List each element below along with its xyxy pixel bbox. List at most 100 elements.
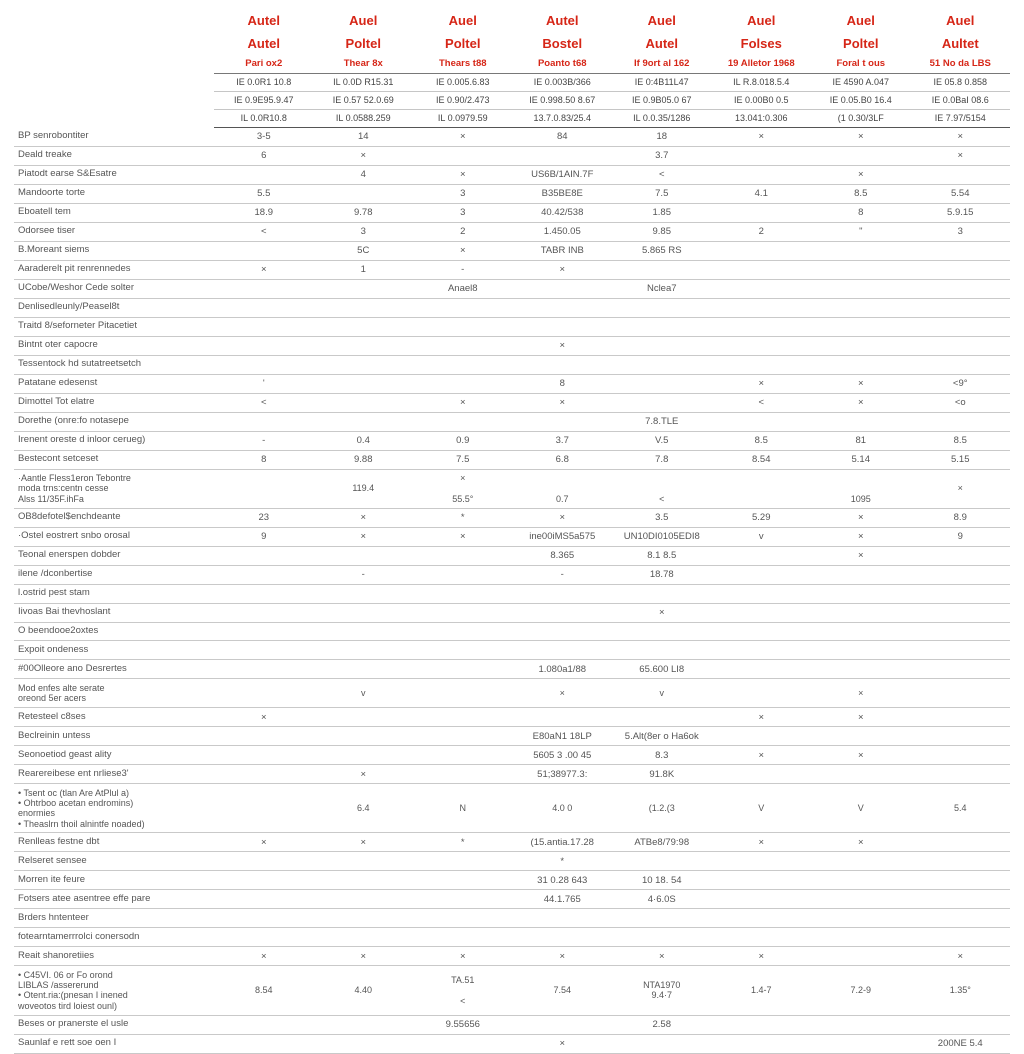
cell: N xyxy=(413,784,513,833)
cell xyxy=(214,871,314,890)
cell: 7.2-9 xyxy=(811,966,911,1015)
row-label: Beses or pranerste el usle xyxy=(14,1015,214,1034)
cell xyxy=(214,317,314,336)
table-row: Tessentock hd sutatreetsetch xyxy=(14,355,1010,374)
cell xyxy=(214,412,314,431)
cell xyxy=(513,909,613,928)
col-header-spec1: IE 0.003B/366 xyxy=(513,73,613,91)
table-header: AutelAuelAuelAutelAuelAuelAuelAuel Autel… xyxy=(14,8,1010,127)
cell xyxy=(712,909,812,928)
cell xyxy=(413,708,513,727)
table-row: fotearntamerrrolci conersodn xyxy=(14,928,1010,947)
table-row: • Tsent oc (tlan Are AtPlul a)• Ohtrboo … xyxy=(14,784,1010,833)
cell xyxy=(214,784,314,833)
cell xyxy=(513,1015,613,1034)
table-row: Reait shanoretiies××××××× xyxy=(14,947,1010,966)
cell: 0.4 xyxy=(314,431,414,450)
cell xyxy=(712,660,812,679)
cell: ×55.5° xyxy=(413,469,513,508)
cell xyxy=(513,298,613,317)
cell xyxy=(612,393,712,412)
cell: TABR INB xyxy=(513,241,613,260)
col-header-spec2: IE 0.00B0 0.5 xyxy=(712,91,812,109)
cell: ine00iMS5a575 xyxy=(513,527,613,546)
cell xyxy=(911,641,1011,660)
cell xyxy=(712,355,812,374)
row-label: Aaraderelt pit renrennedes xyxy=(14,260,214,279)
cell xyxy=(811,412,911,431)
cell: 4.1 xyxy=(712,184,812,203)
col-header-spec3: 13.041:0.306 xyxy=(712,109,812,127)
cell xyxy=(413,928,513,947)
col-header-model: Thears t88 xyxy=(413,54,513,73)
cell xyxy=(811,947,911,966)
cell: × xyxy=(712,708,812,727)
cell: V xyxy=(712,784,812,833)
cell: 14 xyxy=(314,127,414,146)
cell: 8.5 xyxy=(911,431,1011,450)
cell xyxy=(911,279,1011,298)
cell xyxy=(612,374,712,393)
col-header-brand_bot: Aultet xyxy=(911,31,1011,54)
cell: 1 xyxy=(314,260,414,279)
cell xyxy=(413,746,513,765)
cell xyxy=(712,412,812,431)
cell xyxy=(314,641,414,660)
cell xyxy=(811,1015,911,1034)
row-label: Patatane edesenst xyxy=(14,374,214,393)
cell: × xyxy=(911,127,1011,146)
col-header-brand_bot: Autel xyxy=(612,31,712,54)
cell: 91.8K xyxy=(612,765,712,784)
cell: × xyxy=(413,241,513,260)
cell: × xyxy=(314,833,414,852)
col-header-brand_bot: Folses xyxy=(712,31,812,54)
row-label: Tessentock hd sutatreetsetch xyxy=(14,355,214,374)
cell: 200NE 5.4 xyxy=(911,1034,1011,1053)
cell xyxy=(911,890,1011,909)
row-label: Renlleas festne dbt xyxy=(14,833,214,852)
cell: 84 xyxy=(513,127,613,146)
cell xyxy=(911,165,1011,184)
col-header-spec1: IE 0.005.6.83 xyxy=(413,73,513,91)
table-row: O beendooe2oxtes xyxy=(14,622,1010,641)
row-label: Expoit ondeness xyxy=(14,641,214,660)
cell: 0.9 xyxy=(413,431,513,450)
cell xyxy=(314,928,414,947)
col-header-spec3: IL 0.0.35/1286 xyxy=(612,109,712,127)
cell xyxy=(513,603,613,622)
cell: 3.7 xyxy=(513,431,613,450)
row-label: Dimottel Tot elatre xyxy=(14,393,214,412)
table-row: • C45VI. 06 or Fo orondLIBLAS /assererun… xyxy=(14,966,1010,1015)
cell xyxy=(314,708,414,727)
cell xyxy=(612,641,712,660)
table-row: Saunlaf e rett soe oen I×200NE 5.4 xyxy=(14,1034,1010,1053)
table-row: Morren ite feure31 0.28 64310 18. 54 xyxy=(14,871,1010,890)
table-row: Deald treake6×3.7× xyxy=(14,146,1010,165)
col-header-model: If 9ort al 162 xyxy=(612,54,712,73)
cell: < xyxy=(214,222,314,241)
col-header-model: 19 Alletor 1968 xyxy=(712,54,812,73)
cell xyxy=(214,852,314,871)
cell xyxy=(413,603,513,622)
row-label: Bestecont setceset xyxy=(14,450,214,469)
row-label: #00Olleore ano Desrertes xyxy=(14,660,214,679)
table-row: ·Ostel eostrert snbo orosal9××ine00iMS5a… xyxy=(14,527,1010,546)
col-header-brand_top: Auel xyxy=(413,8,513,31)
cell xyxy=(712,622,812,641)
comparison-table: AutelAuelAuelAutelAuelAuelAuelAuel Autel… xyxy=(14,8,1010,1054)
cell: " xyxy=(811,222,911,241)
cell: 18.9 xyxy=(214,203,314,222)
cell xyxy=(612,852,712,871)
cell: 8 xyxy=(513,374,613,393)
cell xyxy=(214,584,314,603)
cell xyxy=(712,641,812,660)
cell: × xyxy=(811,546,911,565)
cell: 8.5 xyxy=(712,431,812,450)
cell xyxy=(712,871,812,890)
cell xyxy=(612,298,712,317)
cell: 5.9.15 xyxy=(911,203,1011,222)
table-row: Teonal enerspen dobder8.3658.1 8.5× xyxy=(14,546,1010,565)
cell: × xyxy=(811,508,911,527)
col-header-brand_top: Auel xyxy=(712,8,812,31)
cell: US6B/1AIN.7F xyxy=(513,165,613,184)
